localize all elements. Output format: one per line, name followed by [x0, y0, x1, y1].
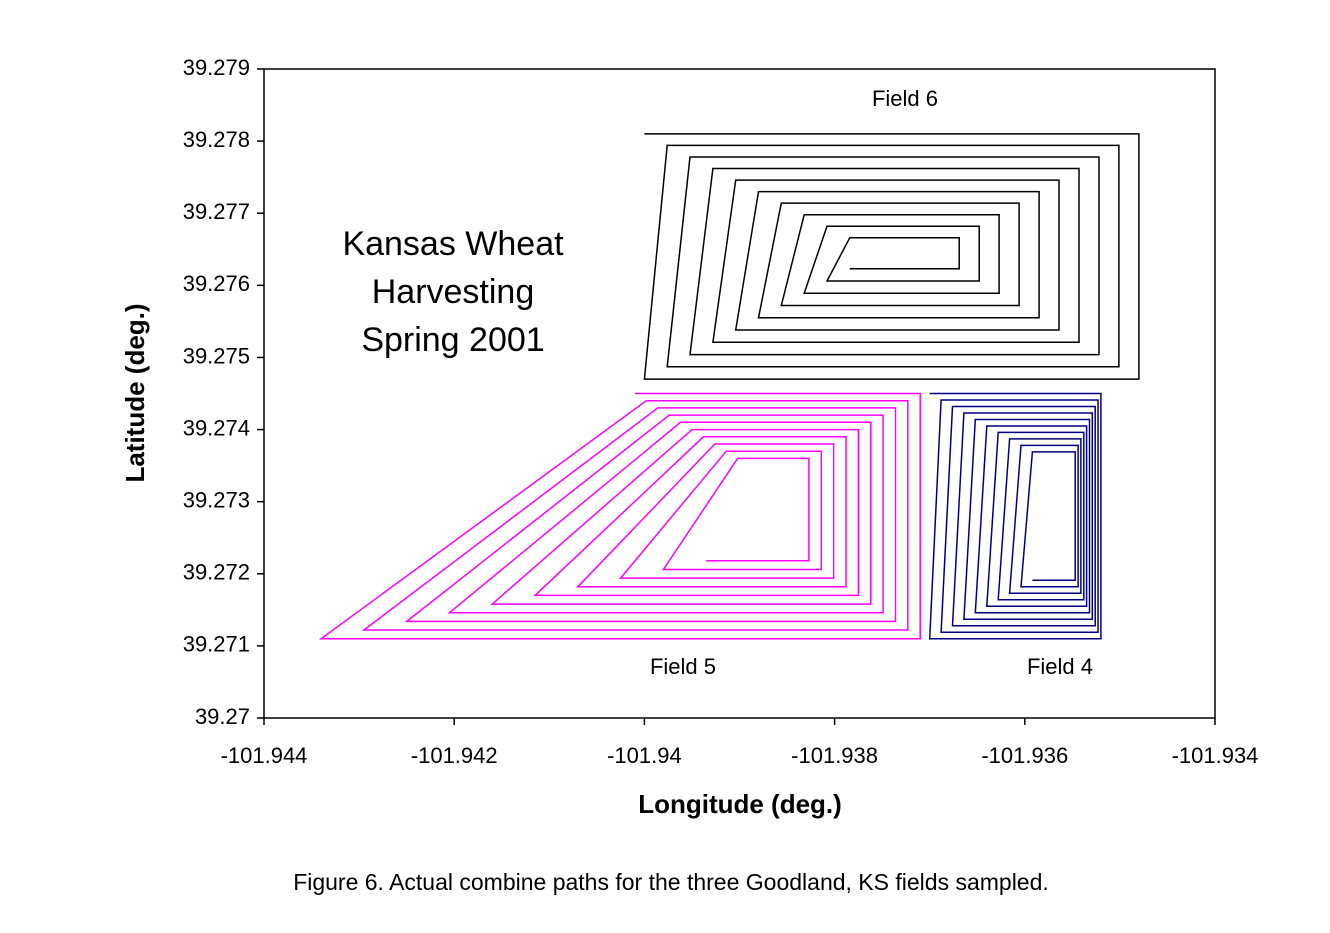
y-tick-label: 39.274 — [183, 415, 250, 440]
annotation: Spring 2001 — [361, 321, 544, 359]
annotation: Kansas Wheat — [342, 225, 564, 263]
y-tick-label: 39.272 — [183, 560, 250, 585]
x-tick-label: -101.944 — [221, 743, 308, 768]
x-tick-label: -101.94 — [607, 743, 682, 768]
x-tick-label: -101.938 — [791, 743, 878, 768]
y-tick-label: 39.276 — [183, 271, 250, 296]
y-axis-title: Latitude (deg.) — [120, 303, 150, 482]
y-tick-label: 39.279 — [183, 55, 250, 80]
field-path — [318, 392, 921, 640]
y-tick-label: 39.278 — [183, 127, 250, 152]
x-tick-label: -101.942 — [411, 743, 498, 768]
y-tick-label: 39.277 — [183, 199, 250, 224]
plot-frame — [263, 68, 1216, 719]
x-tick-label: -101.934 — [1172, 743, 1259, 768]
x-axis-title: Longitude (deg.) — [638, 789, 842, 819]
y-tick-label: 39.271 — [183, 632, 250, 657]
annotation: Field 5 — [650, 654, 716, 679]
field-path — [928, 392, 1102, 640]
field-path — [643, 133, 1140, 380]
y-tick-label: 39.273 — [183, 487, 250, 512]
annotation: Field 6 — [872, 86, 938, 111]
y-tick-label: 39.275 — [183, 343, 250, 368]
annotation: Harvesting — [372, 273, 535, 311]
caption: Figure 6. Actual combine paths for the t… — [293, 869, 1049, 895]
y-tick-label: 39.27 — [195, 704, 250, 729]
x-tick-label: -101.936 — [981, 743, 1068, 768]
annotation: Field 4 — [1027, 654, 1093, 679]
